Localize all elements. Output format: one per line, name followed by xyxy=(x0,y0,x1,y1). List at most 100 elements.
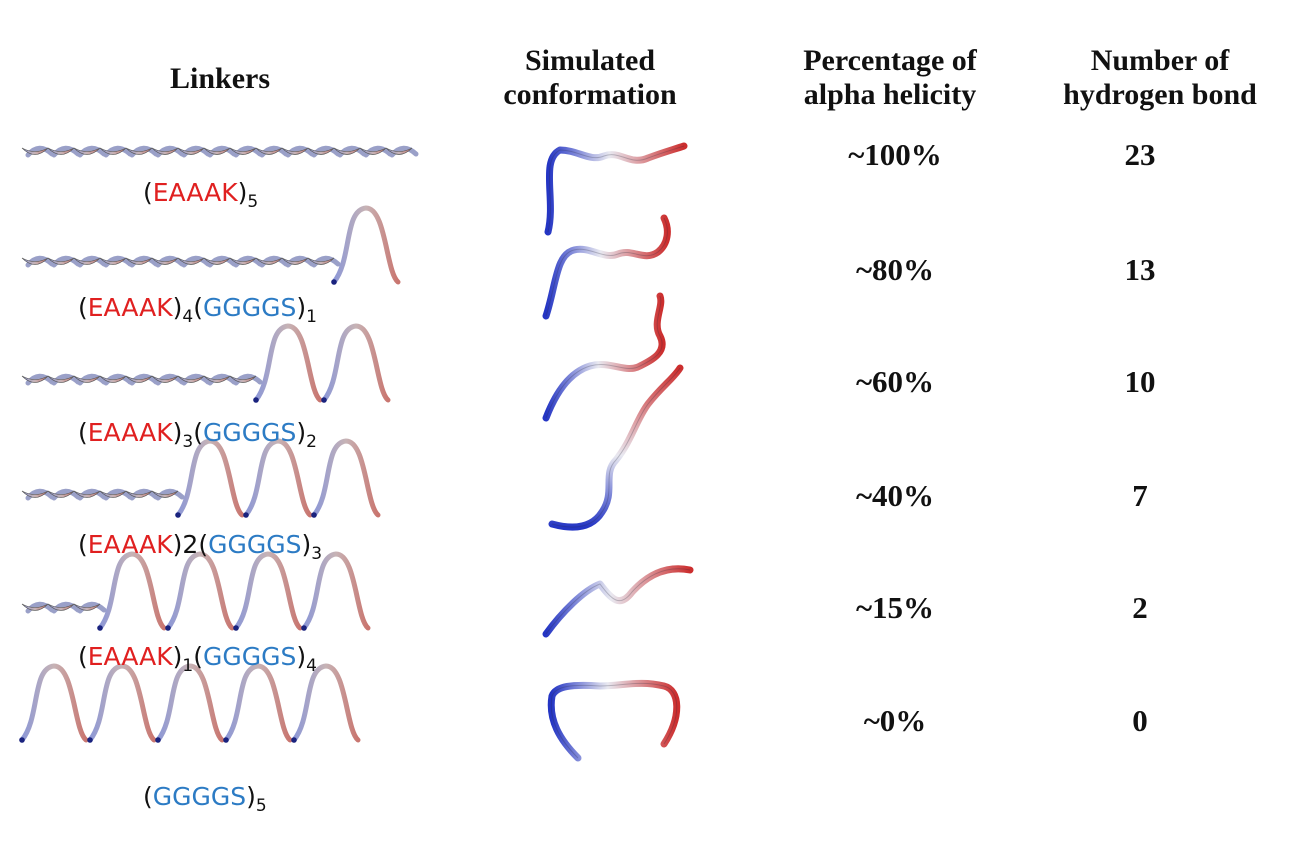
loop-node xyxy=(19,737,25,743)
label-subscript: 1 xyxy=(182,656,194,676)
linker-label: (GGGGS)5 xyxy=(143,782,267,815)
loop-node xyxy=(165,625,171,631)
simulated-conformation xyxy=(548,364,684,531)
label-subscript: 5 xyxy=(247,192,259,212)
label-token: ) xyxy=(237,178,248,207)
linker-ribbon xyxy=(21,323,391,403)
label-subscript: 5 xyxy=(255,796,267,816)
label-token: ( xyxy=(78,418,88,447)
loop-node xyxy=(97,625,103,631)
loop-arch xyxy=(311,438,381,518)
linker-label: (EAAAK)2(GGGGS)3 xyxy=(78,530,322,563)
label-token: EAAAK xyxy=(87,418,173,447)
conformation-outline xyxy=(547,145,685,233)
loop-arch xyxy=(87,663,157,743)
helicity-value: ~15% xyxy=(855,590,935,625)
label-token: GGGGS xyxy=(203,642,297,671)
label-token: ( xyxy=(78,293,88,322)
helicity-value: ~0% xyxy=(863,703,927,738)
loop-node xyxy=(311,512,317,518)
linker-label: (EAAAK)3(GGGGS)2 xyxy=(78,418,317,451)
label-token: ) xyxy=(172,293,183,322)
label-token: ( xyxy=(78,530,88,559)
loop-arch xyxy=(331,205,401,285)
label-subscript: 2 xyxy=(306,432,317,452)
helix-turn xyxy=(385,147,413,155)
label-token: )2( xyxy=(172,530,209,559)
conformation-outline xyxy=(545,295,663,419)
loop-arch xyxy=(165,551,235,631)
helix-turn xyxy=(229,375,257,383)
conformation-outline xyxy=(545,568,691,635)
loop-arch xyxy=(223,663,293,743)
hbond-value: 2 xyxy=(1132,590,1148,625)
helix-turn xyxy=(151,490,179,498)
simulated-conformation xyxy=(542,292,666,422)
simulated-conformation xyxy=(542,565,694,638)
label-token: ( xyxy=(143,178,153,207)
loop-node xyxy=(223,737,229,743)
label-token: ( xyxy=(193,642,204,671)
helicity-value: ~80% xyxy=(855,252,935,287)
label-token: ) xyxy=(172,418,183,447)
loop-arch xyxy=(301,551,371,631)
linker-ribbon xyxy=(21,205,401,285)
helicity-value: ~60% xyxy=(855,364,935,399)
label-subscript: 3 xyxy=(311,544,323,564)
label-subscript: 4 xyxy=(182,307,194,327)
label-token: EAAAK xyxy=(87,642,173,671)
label-token: GGGGS xyxy=(203,293,297,322)
conformation-outline xyxy=(545,217,668,317)
label-token: GGGGS xyxy=(208,530,302,559)
linker-ribbon xyxy=(21,551,371,631)
label-token: EAAAK xyxy=(152,178,238,207)
conformation-outline xyxy=(551,367,681,528)
loop-node xyxy=(331,279,337,285)
hbond-value: 23 xyxy=(1124,137,1156,172)
loop-arch xyxy=(253,323,323,403)
header-percentage-alpha-helicity: Percentage of alpha helicity xyxy=(803,44,977,111)
label-token: ( xyxy=(193,293,204,322)
label-token: ) xyxy=(301,530,312,559)
loop-arch xyxy=(243,438,313,518)
loop-arch xyxy=(155,663,225,743)
linker-ribbon xyxy=(19,663,361,743)
header-linkers: Linkers xyxy=(169,62,271,95)
label-token: GGGGS xyxy=(152,782,247,811)
loop-node xyxy=(243,512,249,518)
loop-arch xyxy=(19,663,89,743)
loop-node xyxy=(87,737,93,743)
loop-node xyxy=(253,397,259,403)
helix-turn xyxy=(307,257,335,265)
loop-arch xyxy=(233,551,303,631)
label-subscript: 3 xyxy=(182,432,194,452)
label-token: EAAAK xyxy=(87,530,173,559)
linker-label: (EAAAK)1(GGGGS)4 xyxy=(78,642,317,675)
label-token: ) xyxy=(246,782,256,811)
helicity-value: ~100% xyxy=(848,137,942,172)
loop-node xyxy=(155,737,161,743)
label-token: ) xyxy=(296,418,307,447)
loop-arch xyxy=(291,663,361,743)
hbond-value: 0 xyxy=(1132,703,1148,738)
label-token: ) xyxy=(296,642,307,671)
loop-arch xyxy=(175,438,245,518)
conformation-outline xyxy=(550,682,678,759)
helix-turn xyxy=(73,603,101,611)
hbond-value: 10 xyxy=(1124,364,1156,399)
loop-node xyxy=(233,625,239,631)
loop-node xyxy=(175,512,181,518)
loop-node xyxy=(301,625,307,631)
label-token: ) xyxy=(296,293,307,322)
loop-arch xyxy=(97,551,167,631)
header-number-hydrogen-bond: Number of hydrogen bond xyxy=(1063,44,1257,111)
hbond-value: 7 xyxy=(1132,478,1148,513)
loop-node xyxy=(321,397,327,403)
label-token: ( xyxy=(78,642,88,671)
loop-node xyxy=(291,737,297,743)
header-simulated-conformation: Simulated conformation xyxy=(503,44,677,111)
simulated-conformation xyxy=(542,214,671,320)
label-token: EAAAK xyxy=(87,293,173,322)
label-token: ( xyxy=(193,418,204,447)
